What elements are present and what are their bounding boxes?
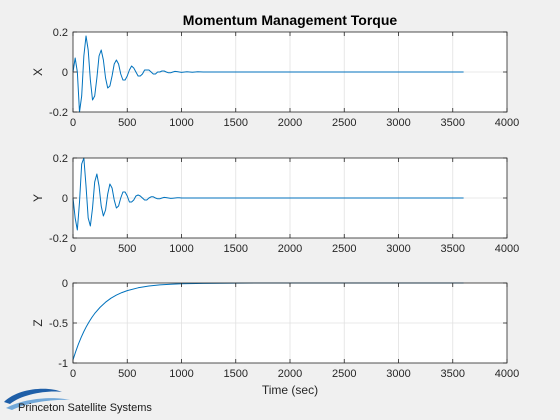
x-tick-label: 2000	[278, 243, 302, 255]
x-axis-label: Time (sec)	[262, 383, 318, 397]
y-tick-label: -1	[58, 358, 68, 370]
y-tick-label: -0.5	[49, 318, 68, 330]
y-tick-label: -0.2	[49, 233, 68, 245]
y-axis-label-z: Z	[31, 319, 45, 326]
x-tick-label: 1500	[224, 243, 248, 255]
chart-title: Momentum Management Torque	[183, 12, 398, 28]
y-tick-label: 0.2	[53, 153, 68, 165]
x-tick-label: 3000	[386, 243, 410, 255]
x-tick-label: 3000	[386, 117, 410, 129]
x-tick-label: 3500	[441, 243, 465, 255]
x-tick-label: 0	[70, 243, 76, 255]
subplot-z: 0 500 1000 1500 2000 2500 3000 3500 4000 -1 -0.5 0 Z	[31, 278, 519, 380]
subplot-y: 0 500 1000 1500 2000 2500 3000 3500 4000-0.200.2…	[31, 153, 519, 255]
x-tick-label: 2000	[278, 117, 302, 129]
series-line-x	[72, 35, 464, 113]
pss-logo: Princeton Satellite Systems	[4, 388, 152, 414]
y-tick-label: 0	[62, 67, 68, 79]
x-tick-label: 500	[118, 368, 136, 380]
y-tick-label: 0	[62, 193, 68, 205]
x-tick-label: 0	[70, 117, 76, 129]
y-axis-label-x: X	[31, 68, 45, 76]
y-tick-label: 0.2	[53, 27, 68, 39]
x-tick-label: 500	[118, 117, 136, 129]
x-tick-label: 2500	[332, 117, 356, 129]
y-tick-label: 0	[62, 278, 68, 290]
x-tick-label: 1000	[169, 243, 193, 255]
series-line-y	[72, 157, 464, 231]
x-tick-label: 4000	[495, 117, 519, 129]
y-axis-label-y: Y	[31, 194, 45, 202]
x-tick-label: 4000	[495, 243, 519, 255]
x-tick-label: 2500	[332, 243, 356, 255]
x-tick-label: 1000	[169, 368, 193, 380]
x-tick-label: 2000	[278, 368, 302, 380]
y-tick-label: -0.2	[49, 107, 68, 119]
x-tick-label: 4000	[495, 368, 519, 380]
subplot-x: 0 500 1000 1500 2000 2500 3000 3500 4000-0.200.2…	[31, 27, 519, 129]
x-tick-label: 3000	[386, 368, 410, 380]
x-tick-label: 3500	[441, 368, 465, 380]
orbit-swoosh-icon	[4, 388, 70, 410]
x-tick-label: 500	[118, 243, 136, 255]
x-tick-label: 0	[70, 368, 76, 380]
x-tick-label: 2500	[332, 368, 356, 380]
logo-text: Princeton Satellite Systems	[18, 402, 152, 414]
subplots-container: 0 500 1000 1500 2000 2500 3000 3500 4000-0.200.2…	[31, 27, 519, 380]
x-tick-label: 3500	[441, 117, 465, 129]
x-tick-label: 1000	[169, 117, 193, 129]
x-tick-label: 1500	[224, 368, 248, 380]
x-tick-label: 1500	[224, 117, 248, 129]
